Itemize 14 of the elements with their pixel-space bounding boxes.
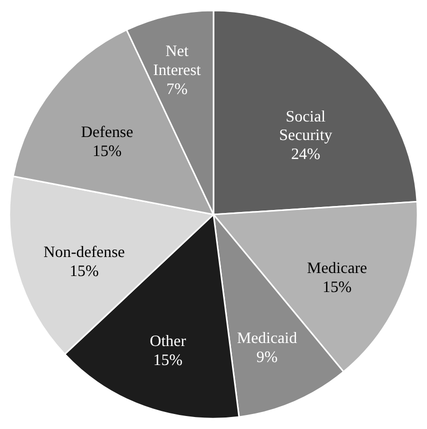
data-label: 15% <box>322 278 352 296</box>
data-label: 24% <box>291 146 320 164</box>
data-label: 9% <box>256 348 278 366</box>
slice-label: Medicare <box>307 260 368 277</box>
slice-label: Social Security <box>279 108 332 144</box>
slice-label: Medicaid <box>236 330 298 348</box>
data-label: 7% <box>166 81 188 98</box>
data-label: 15% <box>153 352 182 370</box>
data-label: 15% <box>70 262 99 280</box>
slice-label: Non-defense <box>44 244 125 262</box>
data-label: 15% <box>92 142 122 160</box>
slice-label: Other <box>150 333 187 350</box>
slice-label: Defense <box>81 124 134 141</box>
slice-label: Net Interest <box>153 43 202 80</box>
